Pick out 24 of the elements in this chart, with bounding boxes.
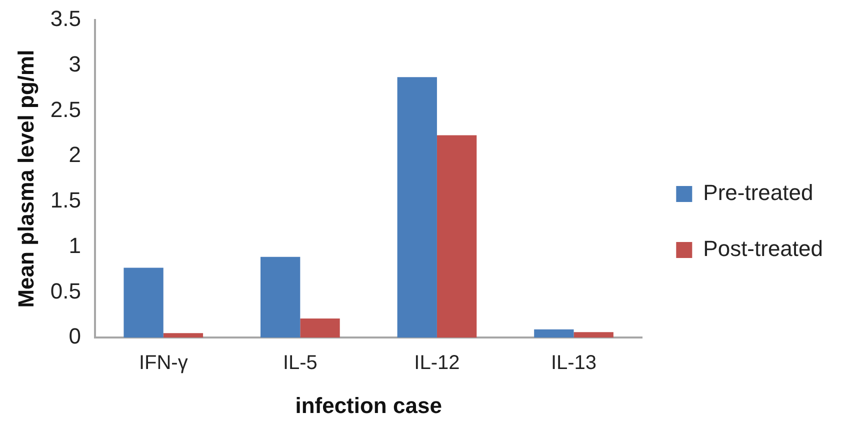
y-tick-label: 0	[68, 324, 81, 349]
x-tick-label: IL-12	[414, 352, 460, 374]
y-tick-label: 1	[68, 232, 81, 258]
bar	[436, 135, 477, 338]
bar	[124, 268, 164, 338]
bar	[574, 332, 614, 338]
x-tick-label: IFN-γ	[138, 352, 188, 374]
x-tick-label: IL-5	[282, 352, 318, 374]
bar	[534, 329, 574, 338]
bar	[163, 333, 204, 338]
bar	[300, 318, 340, 338]
bar	[397, 77, 437, 338]
legend-label: Post-treated	[703, 236, 824, 262]
y-tick-label: 2.5	[50, 96, 81, 122]
y-tick-label: 1.5	[50, 188, 81, 213]
x-tick-label: IL-13	[550, 352, 597, 374]
y-axis-title: Mean plasma level pg/ml	[13, 50, 38, 308]
x-axis-title: infection case	[295, 392, 442, 418]
legend-label: Pre-treated	[703, 180, 814, 206]
y-tick-label: 0.5	[50, 278, 81, 304]
bar	[260, 256, 300, 338]
y-tick-label: 2	[68, 142, 81, 168]
y-tick-label: 3.5	[50, 6, 81, 32]
y-tick-label: 3	[68, 51, 81, 76]
